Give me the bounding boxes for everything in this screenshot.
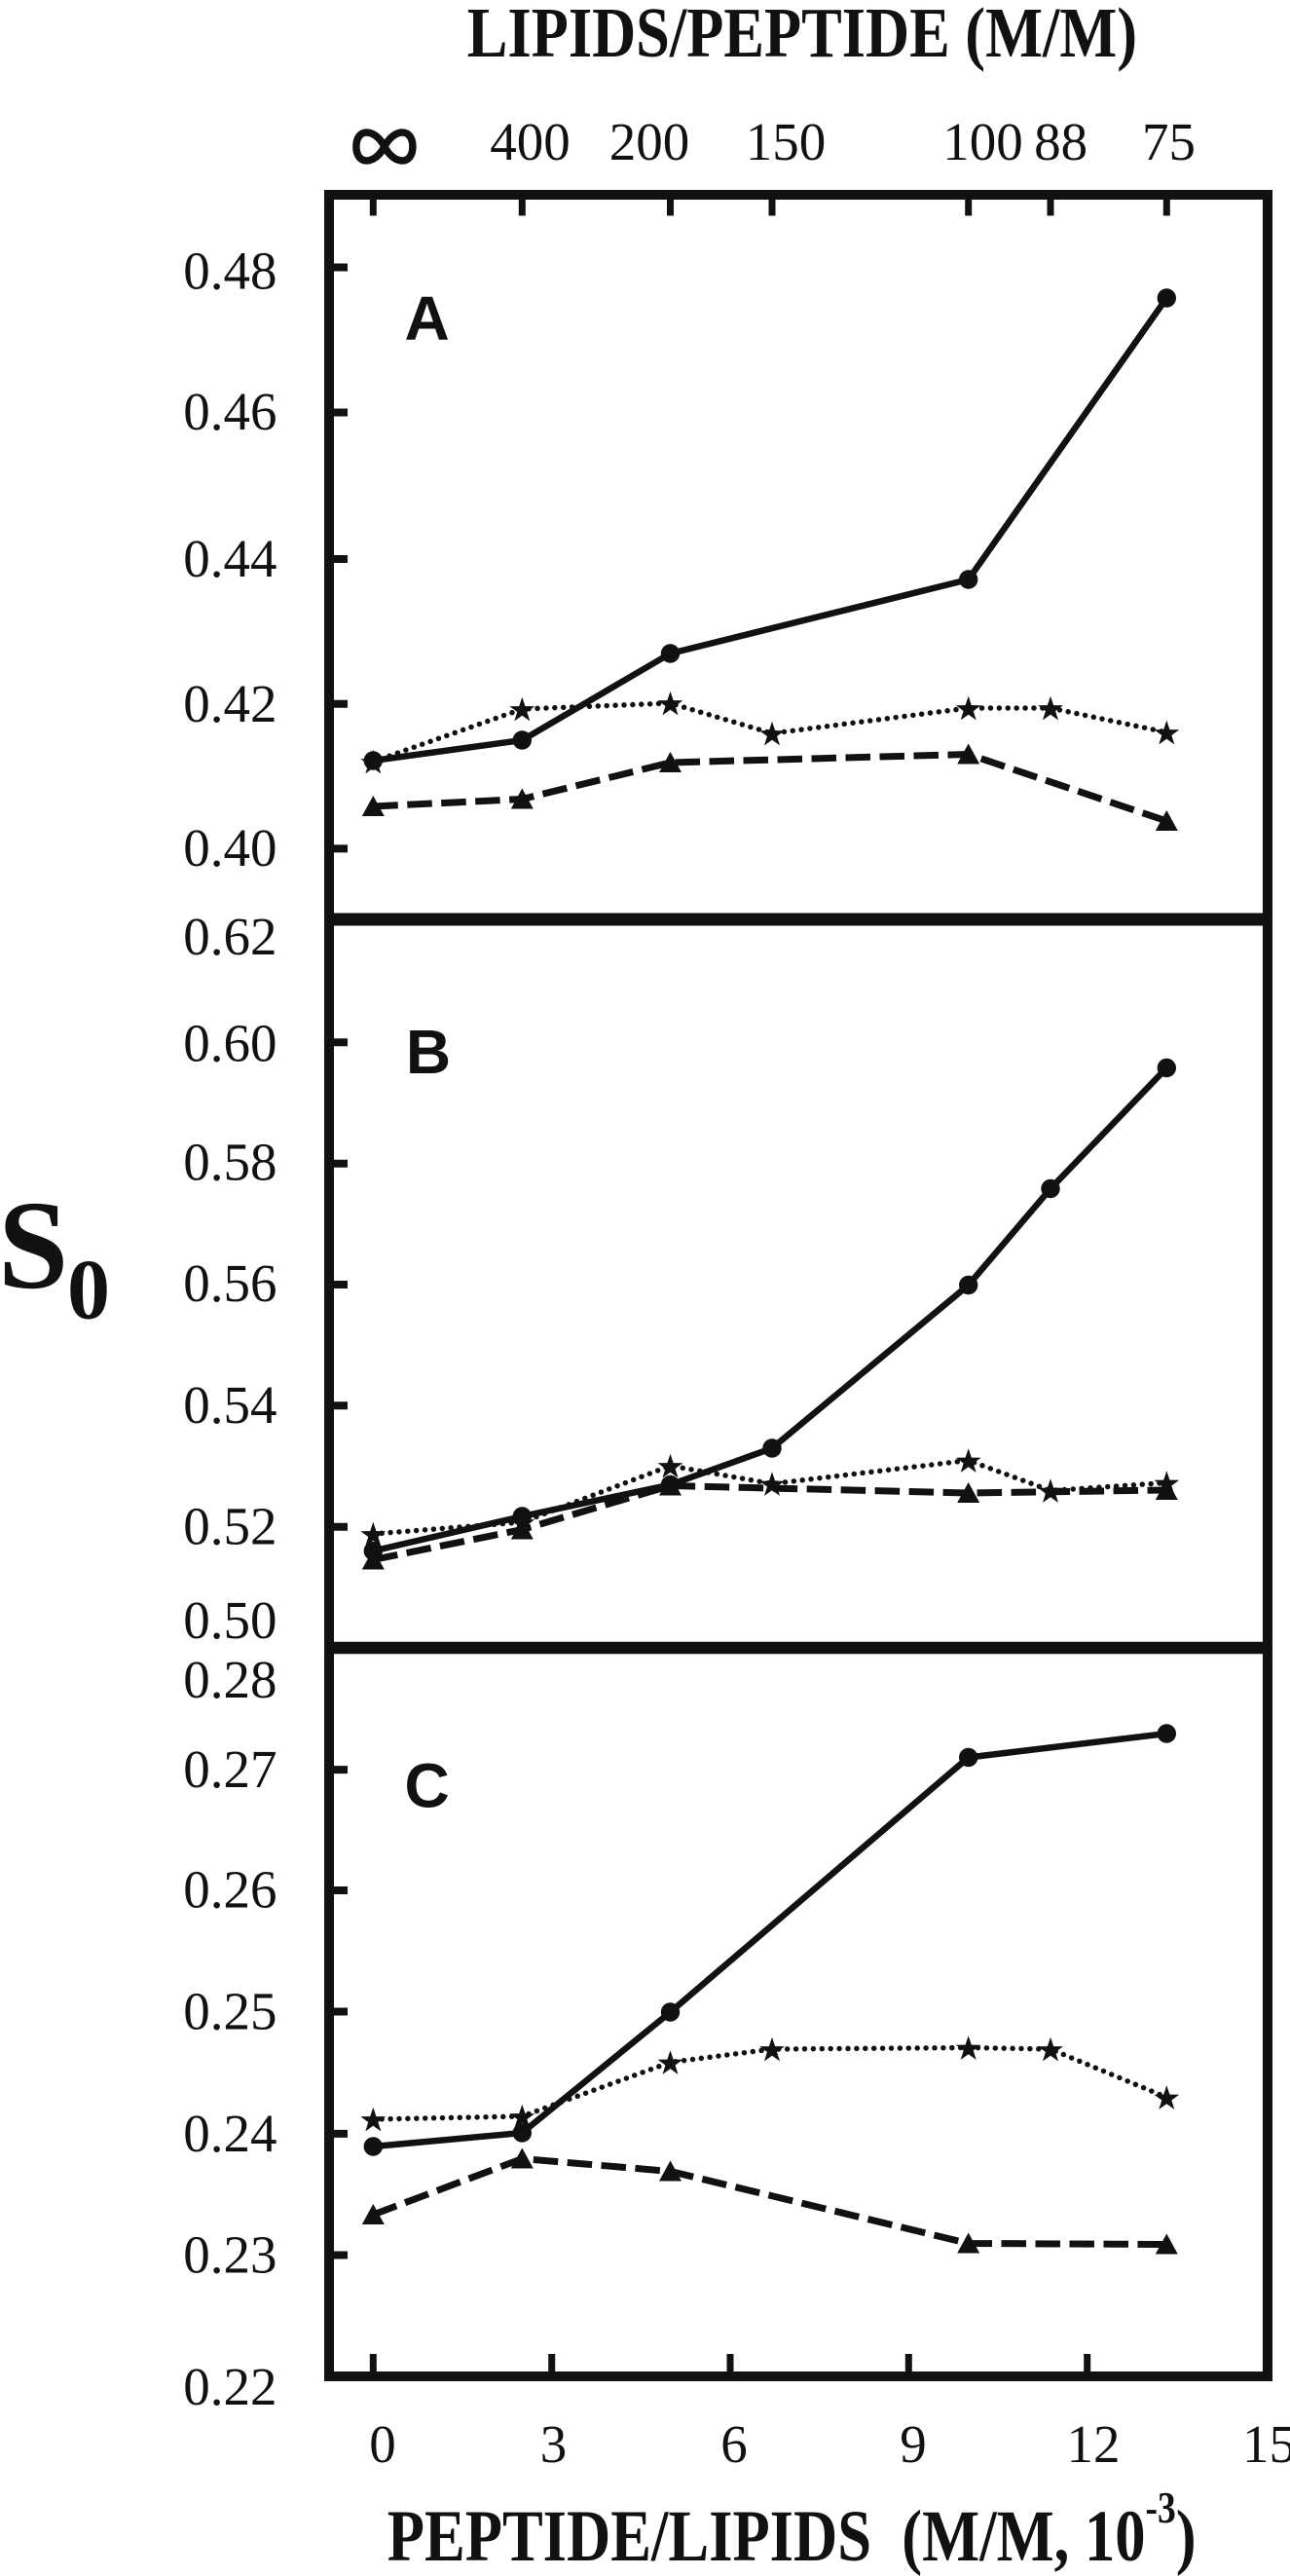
svg-text:150: 150: [746, 112, 827, 171]
svg-text:0.28: 0.28: [183, 1650, 276, 1709]
svg-text:200: 200: [609, 112, 690, 171]
svg-text:0: 0: [67, 1244, 110, 1338]
svg-text:0.62: 0.62: [183, 907, 276, 966]
svg-text:LIPIDS/PEPTIDE (M/M): LIPIDS/PEPTIDE (M/M): [467, 0, 1137, 72]
svg-text:6: 6: [720, 2414, 748, 2474]
svg-text:0.48: 0.48: [183, 242, 276, 301]
svg-text:0.46: 0.46: [183, 382, 276, 441]
svg-text:S: S: [0, 1176, 68, 1316]
svg-text:A: A: [404, 283, 449, 354]
svg-text:PEPTIDE/LIPIDS (M/M, 10-3): PEPTIDE/LIPIDS (M/M, 10-3): [387, 2483, 1197, 2576]
svg-text:0.42: 0.42: [183, 674, 276, 733]
svg-text:3: 3: [540, 2414, 568, 2474]
svg-text:0.56: 0.56: [183, 1253, 276, 1313]
svg-text:12: 12: [1067, 2414, 1121, 2474]
svg-text:0.24: 0.24: [183, 2104, 276, 2163]
svg-text:88: 88: [1034, 112, 1087, 171]
svg-text:0.23: 0.23: [183, 2225, 276, 2285]
svg-text:0.25: 0.25: [183, 1982, 276, 2041]
svg-text:0.44: 0.44: [183, 529, 276, 588]
svg-text:0: 0: [369, 2414, 396, 2474]
svg-text:0.50: 0.50: [183, 1590, 276, 1650]
svg-text:0.60: 0.60: [183, 1014, 276, 1073]
svg-text:0.58: 0.58: [183, 1133, 276, 1192]
svg-text:0.40: 0.40: [183, 818, 276, 877]
svg-text:0.26: 0.26: [183, 1860, 276, 1920]
svg-text:0.52: 0.52: [183, 1497, 276, 1556]
svg-text:100: 100: [942, 112, 1023, 171]
svg-text:400: 400: [490, 112, 571, 171]
svg-text:B: B: [406, 1017, 451, 1087]
svg-text:0.27: 0.27: [183, 1739, 276, 1799]
svg-text:15: 15: [1242, 2414, 1290, 2474]
svg-text:0.22: 0.22: [183, 2357, 276, 2416]
svg-text:9: 9: [900, 2414, 927, 2474]
svg-text:C: C: [404, 1751, 449, 1821]
svg-text:75: 75: [1142, 112, 1196, 171]
svg-text:0.54: 0.54: [183, 1375, 276, 1435]
